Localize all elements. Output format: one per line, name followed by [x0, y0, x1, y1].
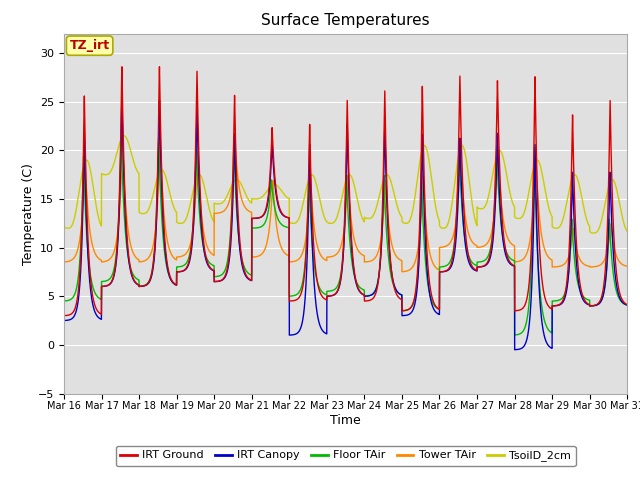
IRT Canopy	[504, 258, 512, 264]
IRT Ground	[623, 301, 630, 307]
IRT Canopy	[118, 93, 125, 98]
Line: TsoilD_2cm: TsoilD_2cm	[64, 136, 627, 233]
TsoilD_2cm	[589, 230, 597, 236]
IRT Canopy	[472, 268, 480, 274]
Text: TZ_irt: TZ_irt	[70, 39, 109, 52]
Tower TAir	[623, 264, 631, 269]
Floor TAir	[60, 298, 68, 304]
Tower TAir	[441, 244, 449, 250]
IRT Canopy	[60, 318, 68, 324]
IRT Canopy	[441, 269, 449, 275]
Tower TAir	[118, 139, 126, 145]
IRT Canopy	[161, 250, 169, 255]
Tower TAir	[60, 259, 68, 265]
Floor TAir	[623, 302, 630, 308]
IRT Ground	[118, 64, 125, 70]
Line: IRT Ground: IRT Ground	[64, 67, 627, 316]
IRT Ground	[504, 255, 512, 261]
Title: Surface Temperatures: Surface Temperatures	[261, 13, 430, 28]
IRT Ground	[325, 293, 333, 299]
TsoilD_2cm	[623, 228, 630, 233]
Tower TAir	[623, 264, 630, 269]
Tower TAir	[398, 269, 406, 275]
Tower TAir	[472, 242, 480, 248]
TsoilD_2cm	[60, 223, 68, 229]
Floor TAir	[117, 134, 125, 140]
Floor TAir	[325, 288, 333, 294]
IRT Ground	[623, 302, 631, 308]
IRT Ground	[161, 243, 169, 249]
Floor TAir	[161, 255, 169, 261]
TsoilD_2cm	[161, 173, 169, 179]
X-axis label: Time: Time	[330, 414, 361, 427]
TsoilD_2cm	[623, 228, 631, 234]
TsoilD_2cm	[120, 133, 128, 139]
Floor TAir	[472, 263, 480, 268]
TsoilD_2cm	[472, 220, 480, 226]
Floor TAir	[511, 332, 518, 338]
Floor TAir	[441, 264, 449, 269]
Tower TAir	[161, 225, 169, 230]
Y-axis label: Temperature (C): Temperature (C)	[22, 163, 35, 264]
Floor TAir	[623, 302, 631, 308]
IRT Canopy	[511, 347, 518, 353]
Legend: IRT Ground, IRT Canopy, Floor TAir, Tower TAir, TsoilD_2cm: IRT Ground, IRT Canopy, Floor TAir, Towe…	[116, 446, 575, 466]
IRT Ground	[472, 267, 480, 273]
IRT Ground	[441, 268, 449, 274]
TsoilD_2cm	[325, 220, 333, 226]
Line: Floor TAir: Floor TAir	[64, 137, 627, 335]
Line: Tower TAir: Tower TAir	[64, 142, 627, 272]
IRT Canopy	[623, 302, 630, 308]
Tower TAir	[504, 236, 512, 241]
Tower TAir	[325, 254, 333, 260]
IRT Ground	[60, 313, 68, 319]
TsoilD_2cm	[441, 225, 449, 231]
IRT Canopy	[325, 293, 333, 299]
Line: IRT Canopy: IRT Canopy	[64, 96, 627, 350]
IRT Canopy	[623, 302, 631, 308]
TsoilD_2cm	[504, 179, 512, 185]
Floor TAir	[504, 252, 512, 258]
